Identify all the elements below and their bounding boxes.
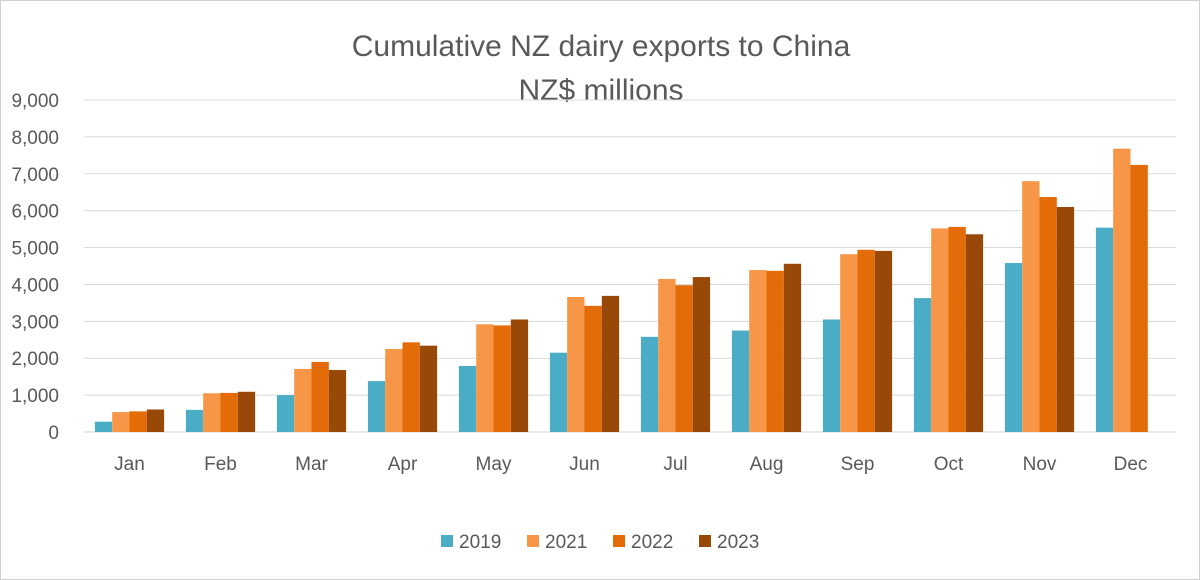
bar-2021-jun <box>567 296 585 432</box>
bar-2021-jan <box>112 412 130 432</box>
bar-2019-dec <box>1095 227 1114 432</box>
y-tick-label: 0 <box>48 423 59 444</box>
bar-2019-jul <box>640 336 659 432</box>
bar-2023-may <box>510 319 529 432</box>
x-tick-label: Mar <box>295 454 328 475</box>
legend-label-2022: 2022 <box>631 532 673 553</box>
legend-swatch-2023 <box>699 535 711 547</box>
y-tick-label: 6,000 <box>11 202 59 223</box>
x-tick-label: Aug <box>750 454 784 475</box>
bar-2022-jun <box>584 305 602 432</box>
bar-2021-jul <box>658 278 676 432</box>
gridlines <box>84 99 1176 433</box>
bar-2023-jun <box>601 295 620 432</box>
y-tick-label: 1,000 <box>11 386 59 407</box>
bar-2023-mar <box>328 370 347 432</box>
legend: 2019 2021 2022 2023 <box>441 532 759 553</box>
legend-label-2019: 2019 <box>459 532 501 553</box>
x-tick-label: May <box>476 454 512 475</box>
x-tick-label: Nov <box>1023 454 1057 475</box>
x-axis-ticks: Jan Feb Mar Apr May Jun Jul Aug Sep Oct Nov Dec <box>114 454 1147 475</box>
bar-2019-sep <box>822 319 841 432</box>
y-tick-label: 7,000 <box>11 165 59 186</box>
legend-swatch-2019 <box>441 535 453 547</box>
bar-2019-oct <box>913 298 932 432</box>
bar-2021-sep <box>840 254 858 432</box>
bar-2019-jan <box>94 421 113 432</box>
y-tick-label: 2,000 <box>11 349 59 370</box>
bar-2022-feb <box>220 392 238 432</box>
bar-2023-jul <box>692 277 711 432</box>
bar-2019-feb <box>185 409 204 432</box>
bar-2022-oct <box>948 226 966 432</box>
x-tick-label: Sep <box>841 454 875 475</box>
bar-2023-aug <box>783 263 802 432</box>
bar-2022-mar <box>311 361 329 432</box>
legend-label-2023: 2023 <box>717 532 759 553</box>
bar-2021-mar <box>294 368 312 432</box>
x-tick-label: Dec <box>1114 454 1148 475</box>
bar-2022-apr <box>402 342 420 432</box>
chart-title: Cumulative NZ dairy exports to China <box>352 30 851 63</box>
x-tick-label: Jan <box>114 454 145 475</box>
bar-2022-may <box>493 325 511 432</box>
bar-2021-apr <box>385 349 403 432</box>
x-tick-label: Oct <box>934 454 964 475</box>
y-tick-label: 9,000 <box>11 91 59 112</box>
bar-2023-jan <box>146 409 165 432</box>
bar-2021-aug <box>749 270 767 432</box>
bar-2022-dec <box>1130 164 1148 432</box>
bar-2019-nov <box>1004 263 1023 432</box>
bar-2021-nov <box>1022 181 1040 432</box>
y-tick-label: 3,000 <box>11 312 59 333</box>
x-tick-label: Apr <box>388 454 418 475</box>
x-tick-label: Jun <box>569 454 600 475</box>
bar-2021-feb <box>203 393 221 432</box>
bar-2022-jul <box>675 285 693 432</box>
bar-2022-aug <box>766 270 784 432</box>
bar-2019-may <box>458 365 477 432</box>
bar-2021-oct <box>931 228 949 432</box>
bar-2023-nov <box>1056 206 1075 432</box>
bar-2023-sep <box>874 250 893 432</box>
bar-2022-nov <box>1039 197 1057 432</box>
x-tick-label: Jul <box>663 454 687 475</box>
y-axis-ticks: 0 1,000 2,000 3,000 4,000 5,000 6,000 7,000 8,00… <box>11 91 59 444</box>
bar-2023-feb <box>237 391 256 432</box>
bar-2023-apr <box>419 345 438 432</box>
y-tick-label: 8,000 <box>11 128 59 149</box>
chart-subtitle: NZ$ millions <box>518 74 683 107</box>
bar-2022-sep <box>857 249 875 432</box>
bar-2019-jun <box>549 352 568 432</box>
bar-2019-mar <box>276 395 295 432</box>
bar-2021-dec <box>1113 148 1131 432</box>
bar-2019-apr <box>367 381 386 432</box>
bar-2021-may <box>476 324 494 432</box>
legend-swatch-2021 <box>527 535 539 547</box>
legend-swatch-2022 <box>613 535 625 547</box>
y-tick-label: 5,000 <box>11 239 59 260</box>
y-tick-label: 4,000 <box>11 275 59 296</box>
legend-label-2021: 2021 <box>545 532 587 553</box>
x-tick-label: Feb <box>204 454 237 475</box>
bar-2022-jan <box>129 411 147 432</box>
bars <box>94 148 1148 432</box>
bar-2023-oct <box>965 234 984 432</box>
bar-2019-aug <box>731 330 750 432</box>
